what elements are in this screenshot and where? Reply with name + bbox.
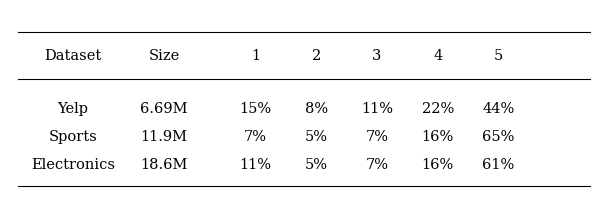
Text: 18.6M: 18.6M: [140, 158, 188, 172]
Text: 11%: 11%: [361, 102, 393, 116]
Text: 5%: 5%: [305, 130, 328, 144]
Text: 5: 5: [494, 49, 503, 63]
Text: 11.9M: 11.9M: [140, 130, 188, 144]
Text: 22%: 22%: [421, 102, 454, 116]
Text: 2: 2: [311, 49, 321, 63]
Text: 16%: 16%: [421, 158, 454, 172]
Text: 15%: 15%: [240, 102, 271, 116]
Text: 7%: 7%: [244, 130, 267, 144]
Text: 16%: 16%: [421, 130, 454, 144]
Text: Dataset: Dataset: [44, 49, 102, 63]
Text: 11%: 11%: [240, 158, 271, 172]
Text: Yelp: Yelp: [58, 102, 88, 116]
Text: 65%: 65%: [482, 130, 515, 144]
Text: 3: 3: [372, 49, 382, 63]
Text: 7%: 7%: [365, 158, 389, 172]
Text: Size: Size: [148, 49, 180, 63]
Text: 1: 1: [250, 49, 260, 63]
Text: 61%: 61%: [482, 158, 515, 172]
Text: Sports: Sports: [49, 130, 97, 144]
Text: 8%: 8%: [305, 102, 328, 116]
Text: 5%: 5%: [305, 158, 328, 172]
Text: 4: 4: [433, 49, 443, 63]
Text: 6.69M: 6.69M: [140, 102, 188, 116]
Text: 44%: 44%: [482, 102, 515, 116]
Text: 7%: 7%: [365, 130, 389, 144]
Text: Electronics: Electronics: [31, 158, 115, 172]
